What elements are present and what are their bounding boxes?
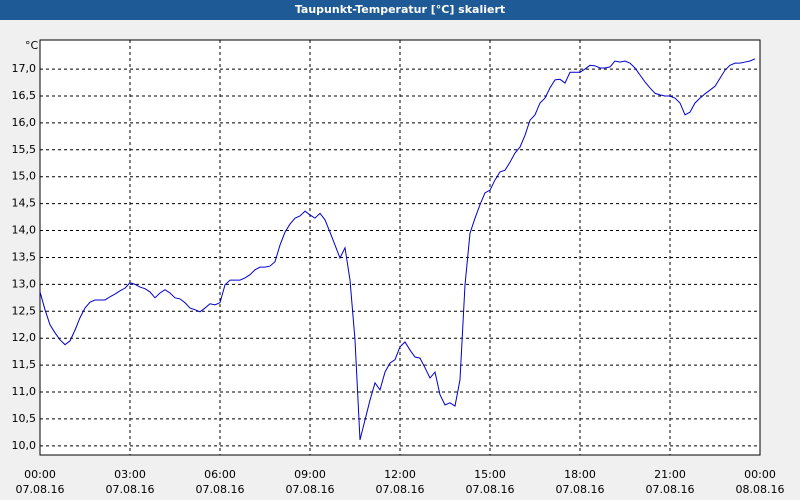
- x-tick-label: 06:00: [204, 468, 236, 481]
- y-tick-label: 13,5: [12, 250, 37, 263]
- x-tick-label: 00:00: [24, 468, 56, 481]
- y-tick-label: 10,5: [12, 412, 37, 425]
- x-tick-label: 03:00: [114, 468, 146, 481]
- y-tick-label: 17,0: [12, 62, 37, 75]
- y-tick-label: 16,5: [12, 89, 37, 102]
- x-tick-label: 21:00: [654, 468, 686, 481]
- y-tick-label: 15,5: [12, 143, 37, 156]
- y-tick-label: 12,0: [12, 331, 37, 344]
- x-tick-label: 18:00: [564, 468, 596, 481]
- y-tick-label: 16,0: [12, 116, 37, 129]
- x-tick-label: 15:00: [474, 468, 506, 481]
- x-tick-date: 07.08.16: [196, 483, 245, 496]
- x-tick-date: 07.08.16: [376, 483, 425, 496]
- x-tick-label: 00:00: [744, 468, 776, 481]
- y-unit: °C: [25, 39, 39, 52]
- y-tick-label: 11,5: [12, 358, 37, 371]
- y-tick-label: 13,0: [12, 277, 37, 290]
- y-tick-label: 11,0: [12, 385, 37, 398]
- y-tick-label: 14,5: [12, 197, 37, 210]
- x-tick-date: 07.08.16: [466, 483, 515, 496]
- y-tick-label: 12,5: [12, 304, 37, 317]
- x-tick-label: 12:00: [384, 468, 416, 481]
- x-tick-date: 07.08.16: [106, 483, 155, 496]
- x-tick-date: 07.08.16: [646, 483, 695, 496]
- plot-area: [39, 39, 761, 456]
- x-tick-date: 07.08.16: [286, 483, 335, 496]
- data-line: [39, 58, 756, 441]
- y-tick-label: 14,0: [12, 224, 37, 237]
- chart-title: Taupunkt-Temperatur [°C] skaliert: [295, 3, 505, 16]
- x-tick-label: 09:00: [294, 468, 326, 481]
- x-tick-date: 07.08.16: [16, 483, 65, 496]
- y-tick-label: 10,0: [12, 439, 37, 452]
- x-tick-date: 08.08.16: [736, 483, 785, 496]
- title-bar: [0, 0, 800, 20]
- x-tick-date: 07.08.16: [556, 483, 605, 496]
- y-tick-label: 15,0: [12, 170, 37, 183]
